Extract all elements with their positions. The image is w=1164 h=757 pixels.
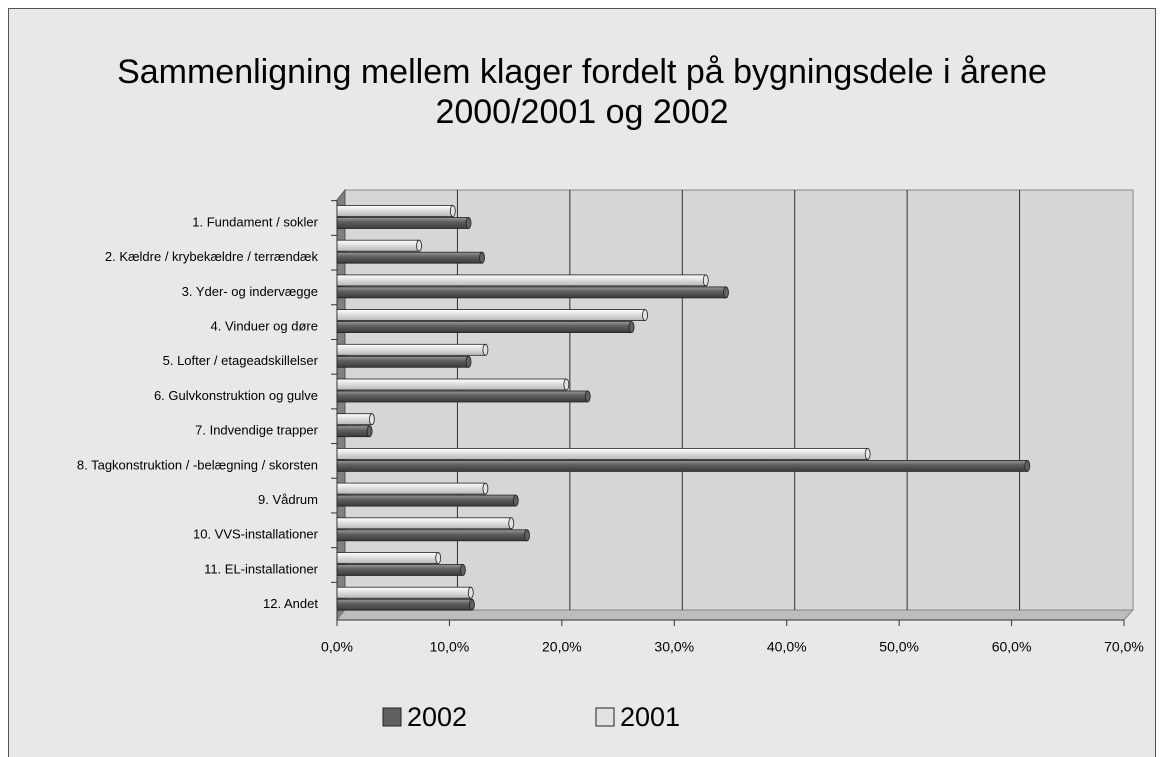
bar — [336, 251, 483, 264]
bar-end — [482, 343, 489, 356]
bar — [336, 564, 464, 576]
bar — [336, 447, 869, 460]
bar-end — [508, 517, 515, 530]
bar — [336, 459, 1028, 472]
y-tick-label: 1. Fundament / sokler — [192, 214, 318, 229]
bar — [336, 321, 632, 334]
bar-end — [479, 251, 485, 264]
legend-swatch — [382, 707, 402, 727]
bar-end — [368, 413, 375, 426]
y-tick-label: 11. EL-installationer — [204, 561, 319, 576]
bar-end — [465, 217, 472, 229]
y-tick-label: 7. Indvendige trapper — [195, 423, 319, 438]
legend-label: 2001 — [620, 702, 680, 732]
bar-end — [563, 378, 570, 391]
bar-end — [467, 586, 474, 599]
bar — [336, 239, 420, 252]
x-tick-label: 70,0% — [1104, 639, 1144, 655]
x-tick-label: 60,0% — [992, 639, 1032, 655]
y-tick-label: 4. Vinduer og døre — [211, 319, 318, 334]
bar-end — [524, 529, 530, 542]
legend-label: 2002 — [407, 702, 467, 732]
bar-end — [642, 309, 648, 322]
bar-end — [482, 482, 489, 495]
floor — [335, 609, 1135, 621]
bar-end — [702, 274, 709, 287]
bar-end — [449, 205, 456, 217]
bar — [336, 286, 727, 299]
y-tick-label: 10. VVS-installationer — [193, 527, 319, 542]
bar — [336, 482, 486, 495]
bar-end — [469, 598, 475, 611]
x-tick-label: 40,0% — [767, 639, 807, 655]
chart-title: Sammenligning mellem klager fordelt på b… — [117, 53, 1047, 131]
bar-end — [366, 425, 373, 438]
bar-end — [723, 286, 729, 299]
bar — [336, 378, 567, 391]
legend-swatch — [595, 707, 615, 727]
bar-end — [1024, 459, 1031, 472]
y-tick-label: 8. Tagkonstruktion / -belægning / skorst… — [77, 457, 318, 472]
bar-end — [416, 239, 422, 252]
x-tick-label: 30,0% — [654, 639, 694, 655]
y-tick-label: 9. Vådrum — [258, 492, 318, 507]
bar — [336, 598, 473, 611]
x-tick-label: 0,0% — [321, 639, 353, 655]
bar — [336, 205, 454, 217]
bar — [336, 390, 589, 403]
bar — [336, 552, 439, 564]
y-tick-label: 2. Kældre / krybekældre / terrændæk — [105, 249, 319, 264]
bar-end — [435, 552, 442, 564]
bar-end — [460, 564, 466, 576]
bar-end — [512, 494, 519, 507]
bar — [336, 355, 469, 368]
bar — [336, 309, 646, 322]
bar — [336, 217, 469, 229]
bar — [336, 517, 512, 530]
bar-end — [465, 355, 472, 368]
bar — [336, 529, 528, 542]
bar-end — [864, 447, 871, 460]
bar-end — [628, 321, 635, 334]
x-tick-label: 10,0% — [430, 639, 470, 655]
bar — [336, 586, 472, 599]
bar — [336, 413, 373, 426]
bar — [336, 494, 517, 507]
bar — [336, 274, 707, 287]
y-tick-label: 6. Gulvkonstruktion og gulve — [154, 388, 318, 403]
bar — [336, 343, 486, 356]
bar — [336, 425, 371, 438]
bar-end — [584, 390, 591, 403]
y-tick-label: 3. Yder- og indervægge — [182, 284, 318, 299]
x-tick-label: 20,0% — [542, 639, 582, 655]
x-tick-label: 50,0% — [879, 639, 919, 655]
y-tick-label: 12. Andet — [263, 596, 318, 611]
y-tick-label: 5. Lofter / etageadskillelser — [163, 353, 319, 368]
